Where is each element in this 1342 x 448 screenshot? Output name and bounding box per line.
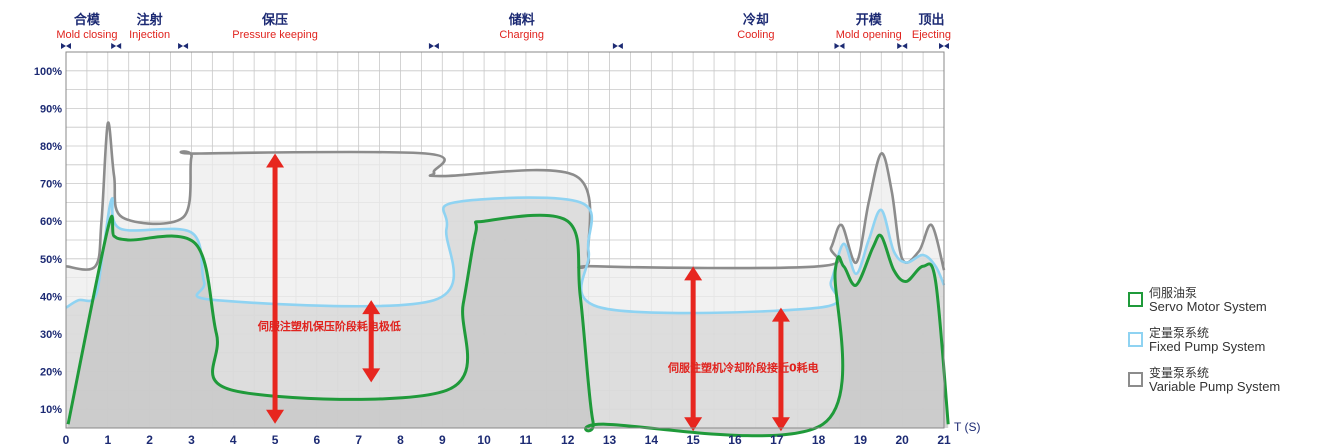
legend-swatch-servo bbox=[1128, 292, 1143, 307]
arrow-head-up bbox=[771, 307, 790, 322]
x-tick-label: 19 bbox=[854, 433, 868, 447]
y-tick-label: 10% bbox=[40, 404, 62, 416]
y-tick-label: 60% bbox=[40, 216, 62, 228]
legend-item-variable: 变量泵系统 Variable Pump System bbox=[1128, 366, 1328, 394]
x-tick-label: 2 bbox=[146, 433, 153, 447]
arrow-head-up bbox=[684, 266, 703, 281]
phase-label-en: Injection bbox=[129, 29, 170, 41]
x-tick-label: 0 bbox=[63, 433, 70, 447]
legend-label-variable: 变量泵系统 Variable Pump System bbox=[1149, 366, 1280, 394]
x-tick-label: 1 bbox=[104, 433, 111, 447]
arrow-head-down bbox=[362, 368, 381, 383]
y-tick-label: 90% bbox=[40, 103, 62, 115]
phase-boundary-marker bbox=[428, 43, 439, 49]
arrow-head-down bbox=[771, 417, 790, 432]
series-lines bbox=[65, 121, 950, 438]
x-tick-label: 18 bbox=[812, 433, 826, 447]
plot-frame bbox=[65, 51, 945, 429]
phase-boundary-marker bbox=[61, 43, 71, 49]
arrow-head-up bbox=[362, 300, 381, 315]
x-axis-ticks: 0 1 2 3 4 5 6 7 8 9 10 11 12 13 14 15 16 17 18 19 20 21 bbox=[63, 433, 951, 447]
y-tick-label: 100% bbox=[34, 66, 62, 78]
y-tick-label: 50% bbox=[40, 254, 62, 266]
phase-label-cn: 注射 bbox=[137, 12, 163, 28]
legend: 伺服油泵 Servo Motor System 定量泵系统 Fixed Pump… bbox=[1128, 286, 1328, 406]
annotation-text: 伺服注塑机冷却阶段接近0耗电 bbox=[667, 361, 819, 375]
phase-label-cn: 合模 bbox=[74, 12, 101, 28]
phase-label-cn: 顶出 bbox=[918, 12, 944, 28]
series-line-servo bbox=[66, 213, 950, 438]
legend-label-fixed-en: Fixed Pump System bbox=[1149, 339, 1266, 354]
x-tick-label: 3 bbox=[188, 433, 195, 447]
legend-label-servo-cn: 伺服油泵 bbox=[1149, 286, 1198, 300]
x-tick-label: 10 bbox=[477, 433, 491, 447]
arrow-head-down bbox=[684, 417, 703, 432]
phase-label-en: Mold opening bbox=[836, 29, 902, 41]
x-tick-label: 11 bbox=[520, 433, 533, 447]
legend-label-fixed-cn: 定量泵系统 bbox=[1149, 326, 1210, 340]
legend-swatch-variable bbox=[1128, 372, 1143, 387]
y-axis-ticks: 10% 20% 30% 40% 50% 60% 70% 80% 90% 100% bbox=[34, 66, 62, 416]
annotation-text: 伺服注塑机保压阶段耗电极低 bbox=[257, 319, 401, 333]
phase-boundary-marker bbox=[939, 43, 949, 49]
area-servo bbox=[68, 215, 949, 436]
x-tick-label: 15 bbox=[686, 433, 700, 447]
legend-label-variable-cn: 变量泵系统 bbox=[1149, 366, 1210, 380]
phase-label-en: Pressure keeping bbox=[232, 29, 318, 41]
y-tick-label: 40% bbox=[40, 291, 62, 303]
phase-label-en: Charging bbox=[499, 29, 544, 41]
arrows bbox=[266, 153, 790, 432]
x-tick-label: 16 bbox=[728, 433, 742, 447]
series-line-variable bbox=[65, 121, 946, 271]
series-areas bbox=[66, 122, 949, 436]
legend-item-fixed: 定量泵系统 Fixed Pump System bbox=[1128, 326, 1328, 354]
y-tick-label: 30% bbox=[40, 329, 62, 341]
phase-label-cn: 储料 bbox=[508, 12, 535, 28]
phase-boundary-marker bbox=[178, 43, 189, 49]
phase-label-en: Mold closing bbox=[56, 29, 117, 41]
x-tick-label: 21 bbox=[937, 433, 951, 447]
x-tick-label: 4 bbox=[230, 433, 237, 447]
x-tick-label: 12 bbox=[561, 433, 575, 447]
x-tick-label: 17 bbox=[770, 433, 784, 447]
x-tick-label: 8 bbox=[397, 433, 404, 447]
x-tick-label: 9 bbox=[439, 433, 446, 447]
phase-boundary-marker bbox=[897, 43, 908, 49]
y-tick-label: 70% bbox=[40, 179, 62, 191]
x-tick-label: 6 bbox=[314, 433, 321, 447]
x-tick-label: 14 bbox=[645, 433, 659, 447]
x-axis-unit: T (S) bbox=[954, 420, 980, 434]
x-tick-label: 13 bbox=[603, 433, 617, 447]
x-tick-label: 5 bbox=[272, 433, 279, 447]
legend-label-variable-en: Variable Pump System bbox=[1149, 379, 1281, 394]
phase-label-en: Ejecting bbox=[912, 29, 951, 41]
phase-label-cn: 保压 bbox=[261, 12, 288, 28]
phase-label-cn: 开模 bbox=[856, 12, 883, 28]
x-tick-label: 20 bbox=[896, 433, 910, 447]
legend-label-servo-en: Servo Motor System bbox=[1149, 299, 1267, 314]
phase-label-cn: 冷却 bbox=[743, 12, 769, 28]
phase-label-en: Cooling bbox=[737, 29, 774, 41]
phase-boundary-marker bbox=[111, 43, 122, 49]
arrow-head-down bbox=[266, 409, 285, 424]
phase-boundary-marker bbox=[834, 43, 845, 49]
arrow-head-up bbox=[266, 153, 285, 168]
phase-boundary-marker bbox=[612, 43, 623, 49]
legend-item-servo: 伺服油泵 Servo Motor System bbox=[1128, 286, 1328, 314]
legend-label-fixed: 定量泵系统 Fixed Pump System bbox=[1149, 326, 1265, 354]
x-tick-label: 7 bbox=[355, 433, 362, 447]
legend-swatch-fixed bbox=[1128, 332, 1143, 347]
y-tick-label: 20% bbox=[40, 367, 62, 379]
y-tick-label: 80% bbox=[40, 141, 62, 153]
legend-label-servo: 伺服油泵 Servo Motor System bbox=[1149, 286, 1267, 314]
